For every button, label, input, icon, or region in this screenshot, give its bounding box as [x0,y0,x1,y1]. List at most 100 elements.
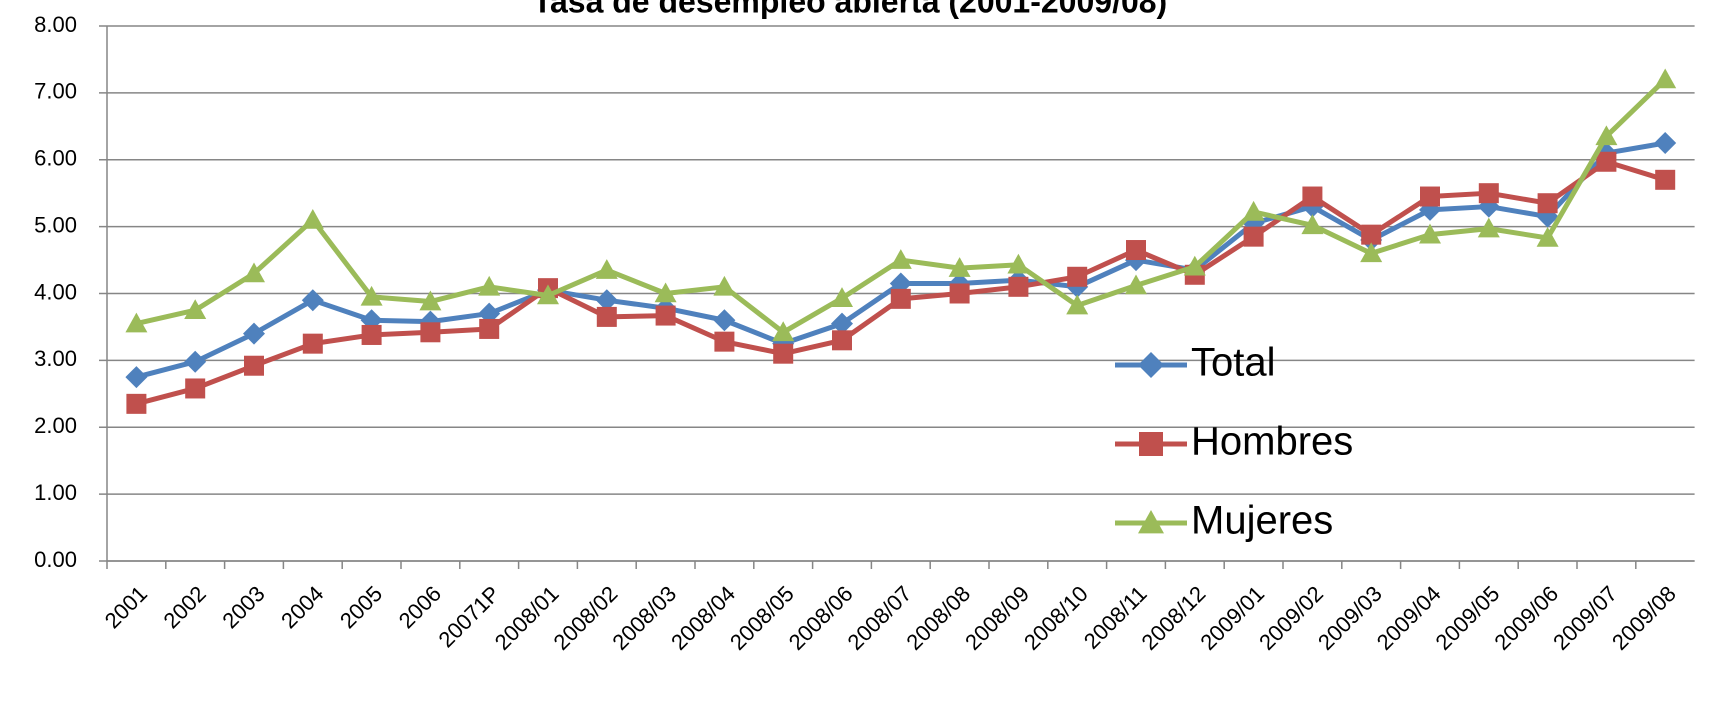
x-tick-label: 2008/03 [607,581,681,655]
marker [1419,223,1441,244]
marker [125,312,148,333]
marker [243,322,265,345]
marker [773,343,794,364]
x-tick-label: 2009/05 [1431,581,1505,655]
marker [595,259,618,279]
marker [479,318,500,339]
x-tick-label: 2008/07 [843,581,917,655]
marker [949,283,970,304]
legend-label: Hombres [1191,420,1353,464]
x-tick-label: 2008/04 [666,581,740,655]
chart-title: Tasa de desempleo abierta (2001-2009/08) [533,0,1167,19]
y-tick-label: 4.00 [34,279,77,304]
marker [1596,151,1617,172]
marker [1301,214,1324,235]
x-tick-label: 2008/08 [901,581,975,655]
x-tick-label: 2004 [276,581,328,633]
marker [125,366,148,389]
x-tick-label: 2008/12 [1137,581,1211,655]
marker [244,355,264,376]
marker [890,288,911,309]
marker [1242,200,1265,221]
marker [1655,169,1676,190]
x-tick-label: 2008/10 [1019,581,1093,655]
marker [596,306,617,327]
x-tick-label: 2008/06 [784,581,858,655]
marker [831,287,853,307]
marker [1125,274,1147,295]
marker [1360,242,1383,263]
marker [301,289,324,312]
x-tick-label: 2001 [100,581,152,633]
x-tick-label: 2009/07 [1548,581,1622,655]
marker [595,289,618,312]
x-tick-label: 2002 [159,581,211,633]
x-tick-label: 2008/01 [490,581,564,655]
y-tick-label: 7.00 [34,79,77,104]
marker [713,309,736,332]
marker [832,330,852,351]
marker [772,321,795,342]
marker [655,305,676,326]
marker [184,350,207,373]
x-tick-label: 2008/05 [725,581,799,655]
y-tick-label: 1.00 [34,480,77,505]
marker [185,378,206,399]
x-tick-label: 2009/03 [1313,581,1387,655]
y-tick-label: 5.00 [34,212,77,237]
marker [478,275,501,296]
marker [1066,294,1089,315]
marker [1478,183,1499,204]
marker [1654,68,1677,89]
marker [1139,432,1163,456]
x-tick-label: 2008/09 [960,581,1034,655]
marker [361,324,382,345]
x-tick-label: 2005 [335,581,387,633]
marker [831,312,853,335]
marker [1126,240,1146,261]
y-tick-label: 2.00 [34,413,77,438]
x-tick-label: 2006 [394,581,446,633]
marker [948,257,971,277]
marker [1537,193,1558,214]
marker [126,393,147,414]
marker [302,333,323,354]
marker [889,249,912,269]
marker [243,262,265,283]
y-tick-label: 3.00 [34,346,77,371]
marker [1361,224,1382,245]
x-tick-label: 2008/11 [1079,581,1152,654]
marker [1138,352,1164,378]
marker [1138,510,1164,534]
marker [1067,266,1088,287]
marker [420,322,441,343]
y-tick-label: 6.00 [34,146,77,171]
x-tick-label: 2009/01 [1195,581,1269,655]
x-tick-label: 2009/06 [1489,581,1563,655]
marker [1008,276,1029,297]
marker [654,282,677,303]
marker [301,208,324,229]
marker [1420,186,1440,207]
y-tick-label: 0.00 [34,547,77,572]
legend-label: Total [1191,341,1276,385]
marker [537,284,559,305]
marker [1302,186,1323,207]
marker [1654,132,1677,155]
marker [1183,255,1206,276]
y-tick-label: 8.00 [34,12,77,37]
x-tick-label: 2009/08 [1607,581,1681,655]
legend-label: Mujeres [1191,499,1333,543]
marker [714,331,735,352]
x-tick-label: 2008/02 [549,581,623,655]
x-tick-label: 2009/04 [1372,581,1446,655]
marker [1595,125,1618,146]
marker [1243,226,1264,247]
marker [419,290,442,311]
marker [1477,217,1500,238]
marker [713,275,736,296]
marker [360,285,383,306]
marker [184,299,207,320]
x-tick-label: 2009/02 [1254,581,1328,655]
